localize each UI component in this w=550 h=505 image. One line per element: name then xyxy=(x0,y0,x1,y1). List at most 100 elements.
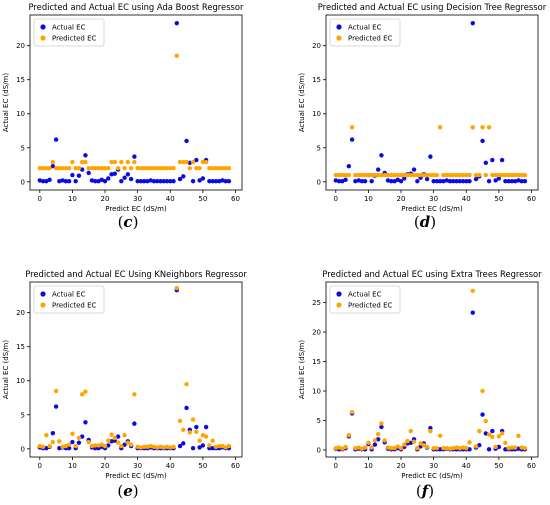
data-point xyxy=(395,444,400,449)
y-axis-label: Actual EC (dS/m) xyxy=(2,73,10,132)
data-point xyxy=(194,157,199,163)
data-point xyxy=(346,163,352,169)
x-axis-label: Predict EC (dS/m) xyxy=(105,472,167,480)
data-point xyxy=(102,443,108,449)
data-point xyxy=(431,172,436,178)
data-point xyxy=(122,433,127,438)
x-tick-label: 40 xyxy=(462,195,471,203)
data-point xyxy=(457,445,462,451)
data-point xyxy=(89,178,95,183)
data-point xyxy=(70,159,75,165)
data-point xyxy=(177,176,183,182)
data-point xyxy=(83,159,88,165)
x-tick-label: 10 xyxy=(364,462,373,470)
data-point xyxy=(135,178,140,184)
data-point xyxy=(418,441,423,446)
data-point xyxy=(151,178,157,184)
data-point xyxy=(460,445,466,450)
data-point xyxy=(346,432,352,438)
chart-panel-4: Predicted and Actual EC using Extra Tree… xyxy=(298,269,542,480)
data-point xyxy=(480,412,485,417)
data-point xyxy=(424,176,430,182)
data-point xyxy=(161,178,166,184)
data-point xyxy=(151,166,157,171)
data-point xyxy=(177,443,183,449)
x-tick-label: 10 xyxy=(68,462,77,470)
data-point xyxy=(60,444,65,449)
data-point xyxy=(470,310,475,315)
data-point xyxy=(220,166,225,171)
data-point xyxy=(402,172,407,178)
data-point xyxy=(437,178,443,184)
data-point xyxy=(53,137,59,142)
legend-marker xyxy=(40,24,46,30)
data-point xyxy=(164,166,170,171)
x-tick-label: 10 xyxy=(364,195,373,203)
data-point xyxy=(457,172,462,178)
data-point xyxy=(210,178,215,184)
series-predicted-ec xyxy=(37,285,232,450)
legend-box xyxy=(33,18,105,47)
data-point xyxy=(161,166,166,171)
data-point xyxy=(216,178,222,184)
data-point xyxy=(382,438,387,443)
data-point xyxy=(210,438,215,443)
x-tick-label: 50 xyxy=(494,462,503,470)
data-point xyxy=(496,176,502,181)
data-point xyxy=(434,172,440,178)
y-tick-label: 5 xyxy=(317,417,321,425)
legend-label: Actual EC xyxy=(52,291,86,299)
data-point xyxy=(392,172,397,178)
data-point xyxy=(141,178,147,184)
x-tick-label: 30 xyxy=(429,195,438,203)
data-point xyxy=(119,178,124,184)
data-point xyxy=(362,178,368,184)
data-point xyxy=(125,172,131,177)
data-point xyxy=(444,178,449,183)
data-point xyxy=(128,442,134,447)
data-point xyxy=(447,178,453,184)
data-point xyxy=(398,172,404,178)
data-point xyxy=(66,445,72,451)
data-point xyxy=(437,433,443,438)
data-point xyxy=(223,166,228,171)
data-point xyxy=(207,166,212,171)
data-point xyxy=(375,431,381,437)
data-point xyxy=(132,392,137,397)
data-point xyxy=(138,445,144,450)
data-point xyxy=(499,431,505,436)
data-point xyxy=(421,443,427,448)
x-tick-label: 0 xyxy=(334,462,338,470)
data-point xyxy=(70,172,75,178)
data-point xyxy=(197,445,202,450)
legend-label: Predicted EC xyxy=(52,35,97,43)
data-point xyxy=(349,125,355,130)
data-point xyxy=(444,172,449,178)
data-point xyxy=(135,444,140,449)
data-point xyxy=(106,443,111,448)
legend-marker xyxy=(336,291,342,297)
data-point xyxy=(194,424,199,430)
data-point xyxy=(112,159,118,165)
data-point xyxy=(372,438,378,443)
data-point xyxy=(96,166,101,171)
y-axis-label: Actual EC (dS/m) xyxy=(2,340,10,399)
data-point xyxy=(216,166,222,171)
data-point xyxy=(76,440,82,445)
data-point xyxy=(356,172,361,178)
data-point xyxy=(486,432,492,437)
y-tick-label: 20 xyxy=(16,42,25,50)
data-point xyxy=(203,424,209,430)
data-point xyxy=(483,172,489,178)
data-point xyxy=(106,176,111,181)
x-tick-label: 30 xyxy=(133,195,142,203)
data-point xyxy=(375,167,381,172)
data-point xyxy=(460,172,466,178)
x-tick-label: 50 xyxy=(198,195,207,203)
data-point xyxy=(392,445,397,451)
data-point xyxy=(66,166,72,171)
data-point xyxy=(57,439,62,444)
data-point xyxy=(389,445,394,451)
data-point xyxy=(375,172,381,178)
